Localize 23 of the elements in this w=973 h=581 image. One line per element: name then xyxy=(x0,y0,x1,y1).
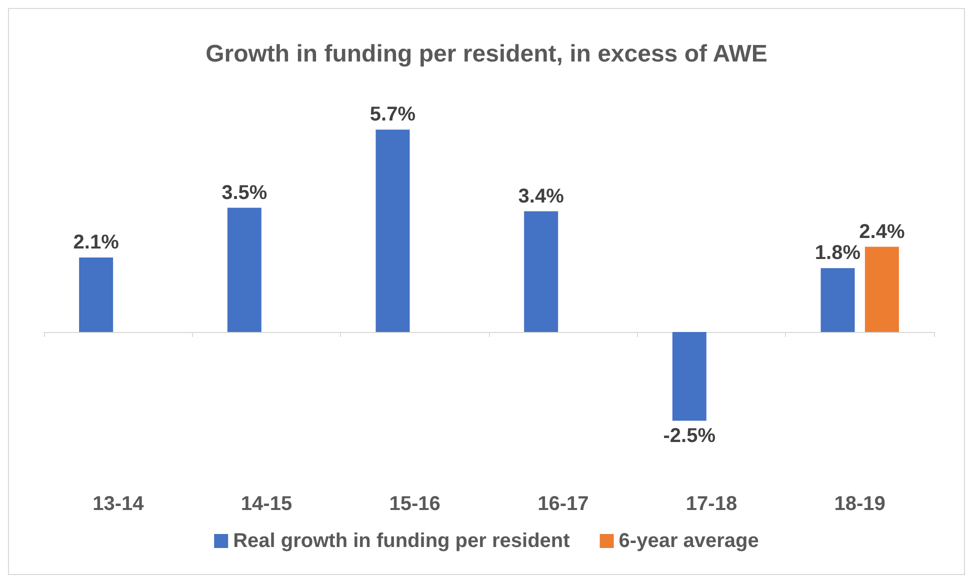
x-tick-label: 18-19 xyxy=(834,493,886,515)
x-tick-label: 15-16 xyxy=(389,493,440,515)
data-label: 3.4% xyxy=(518,185,564,208)
data-label: 2.4% xyxy=(859,220,905,243)
data-label: -2.5% xyxy=(663,424,716,447)
x-tick-label: 16-17 xyxy=(538,493,589,515)
bar xyxy=(820,268,855,332)
legend-label: 6-year average xyxy=(618,530,759,552)
data-label: 1.8% xyxy=(814,242,861,264)
x-tick-label: 13-14 xyxy=(92,493,145,515)
bar xyxy=(227,208,262,332)
data-label: 5.7% xyxy=(370,104,416,126)
legend-label: Real growth in funding per resident xyxy=(233,530,570,552)
bar xyxy=(79,257,114,332)
bar xyxy=(864,246,899,332)
data-label: 2.1% xyxy=(73,231,120,254)
bar xyxy=(524,211,558,332)
bar xyxy=(376,130,410,332)
chart-title: Growth in funding per resident, in excess of AWE xyxy=(206,40,768,68)
x-tick-label: 14-15 xyxy=(240,493,292,515)
data-label: 3.5% xyxy=(222,182,268,204)
bar xyxy=(672,332,706,421)
x-tick-label: 17-18 xyxy=(686,493,738,515)
